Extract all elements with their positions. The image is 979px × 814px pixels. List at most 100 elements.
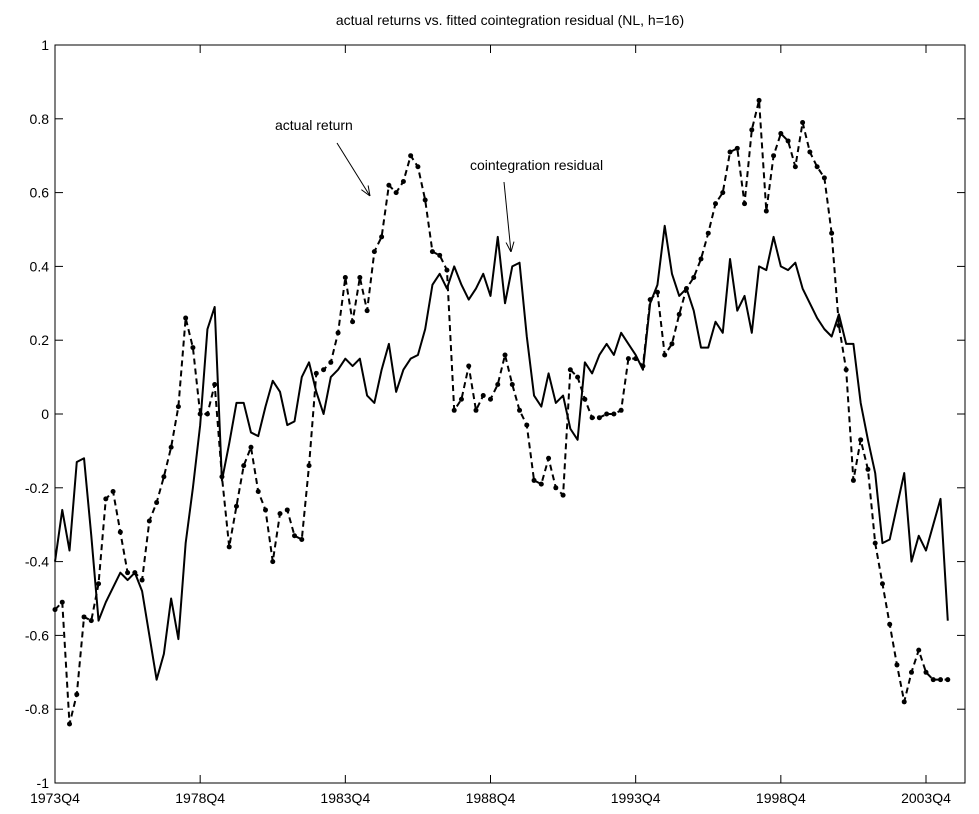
point bbox=[727, 149, 733, 155]
x-tick-label: 2003Q4 bbox=[901, 790, 951, 806]
point bbox=[698, 256, 704, 262]
point bbox=[567, 367, 573, 373]
annotation: actual return bbox=[275, 117, 353, 133]
point bbox=[908, 669, 914, 675]
point bbox=[146, 518, 152, 524]
point bbox=[422, 197, 428, 203]
point bbox=[400, 179, 406, 185]
point bbox=[858, 437, 864, 443]
point bbox=[800, 119, 806, 125]
point bbox=[139, 577, 145, 583]
annotation-arrow bbox=[503, 181, 511, 252]
point bbox=[292, 533, 298, 539]
y-tick-label: 0.6 bbox=[30, 185, 50, 201]
point bbox=[386, 182, 392, 188]
point bbox=[212, 381, 218, 387]
point bbox=[81, 614, 87, 620]
point bbox=[742, 201, 748, 207]
point bbox=[125, 570, 131, 576]
point bbox=[241, 463, 247, 469]
point bbox=[480, 393, 486, 399]
x-tick-label: 1973Q4 bbox=[30, 790, 80, 806]
point bbox=[175, 404, 181, 410]
point bbox=[843, 367, 849, 373]
x-tick-label: 1988Q4 bbox=[466, 790, 516, 806]
point bbox=[604, 411, 610, 417]
point bbox=[901, 699, 907, 705]
point bbox=[110, 488, 116, 494]
point bbox=[531, 477, 537, 483]
point bbox=[538, 481, 544, 487]
point bbox=[582, 396, 588, 402]
point bbox=[451, 407, 457, 413]
point bbox=[328, 359, 334, 365]
x-tick-label: 1998Q4 bbox=[756, 790, 806, 806]
point bbox=[306, 463, 312, 469]
point bbox=[713, 201, 719, 207]
point bbox=[466, 363, 472, 369]
y-tick-label: 0.8 bbox=[30, 111, 50, 127]
point bbox=[335, 330, 341, 336]
point bbox=[807, 149, 813, 155]
point bbox=[589, 415, 595, 421]
point bbox=[676, 311, 682, 317]
series-line bbox=[54, 99, 948, 725]
point bbox=[923, 669, 929, 675]
point bbox=[371, 249, 377, 255]
point bbox=[255, 488, 261, 494]
point bbox=[669, 341, 675, 347]
point bbox=[103, 496, 109, 502]
point bbox=[190, 345, 196, 351]
point bbox=[756, 97, 762, 103]
point bbox=[509, 381, 515, 387]
point bbox=[321, 367, 327, 373]
point bbox=[546, 455, 552, 461]
point bbox=[59, 599, 65, 605]
point bbox=[771, 153, 777, 159]
y-tick-label: -0.4 bbox=[25, 554, 49, 570]
point bbox=[393, 190, 399, 196]
point bbox=[415, 164, 421, 170]
y-tick-label: 1 bbox=[41, 37, 49, 53]
point bbox=[154, 500, 160, 506]
point bbox=[429, 249, 435, 255]
point bbox=[67, 721, 73, 727]
point bbox=[168, 444, 174, 450]
point bbox=[575, 374, 581, 380]
point bbox=[596, 415, 602, 421]
point bbox=[517, 407, 523, 413]
point bbox=[865, 466, 871, 472]
y-tick-label: -0.8 bbox=[25, 701, 49, 717]
point bbox=[887, 621, 893, 627]
point bbox=[872, 540, 878, 546]
x-tick-label: 1978Q4 bbox=[175, 790, 225, 806]
point bbox=[778, 131, 784, 137]
point bbox=[553, 485, 559, 491]
y-tick-label: -1 bbox=[37, 775, 50, 791]
point bbox=[488, 396, 493, 402]
point bbox=[662, 352, 668, 358]
x-tick-label: 1983Q4 bbox=[320, 790, 370, 806]
x-tick-label: 1993Q4 bbox=[611, 790, 661, 806]
point bbox=[379, 234, 385, 240]
point bbox=[691, 274, 697, 280]
point bbox=[654, 289, 660, 295]
point bbox=[226, 544, 232, 550]
point bbox=[473, 407, 479, 413]
point bbox=[437, 252, 443, 258]
point bbox=[357, 274, 363, 280]
point bbox=[930, 677, 936, 683]
point bbox=[161, 474, 167, 480]
point bbox=[785, 138, 791, 144]
point bbox=[96, 581, 102, 587]
point bbox=[938, 677, 944, 683]
point bbox=[342, 274, 348, 280]
point bbox=[299, 536, 305, 542]
point bbox=[204, 411, 210, 417]
point bbox=[262, 507, 268, 513]
chart-title: actual returns vs. fitted cointegration … bbox=[336, 12, 684, 28]
point bbox=[916, 647, 922, 653]
point bbox=[720, 190, 726, 196]
